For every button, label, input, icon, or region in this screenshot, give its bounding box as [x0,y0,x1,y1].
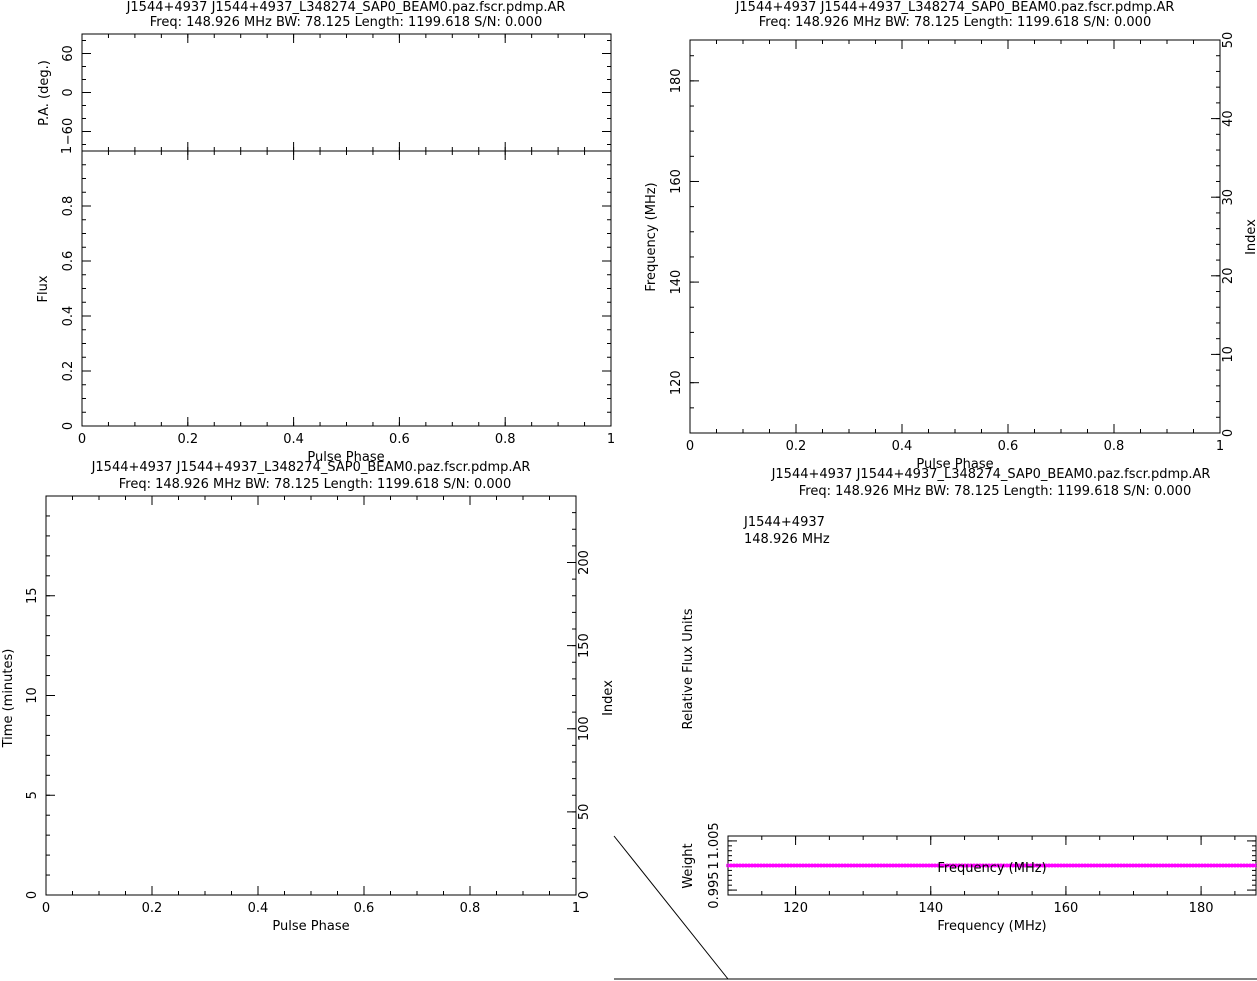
weight-series [726,863,1257,868]
y-tick-label: 100 [577,716,592,741]
y-tick-label: 0.6 [61,251,76,272]
x-tick-label: 0.2 [786,439,807,454]
x-tick-label: 0.8 [495,432,516,447]
x-tick-label: 0.4 [892,439,913,454]
time-axis-label: Time (minutes) [1,649,16,749]
freq-phase-subtitle: Freq: 148.926 MHz BW: 78.125 Length: 119… [759,15,1151,30]
y-tick-label: 1 [707,861,722,869]
x-tick-label: 120 [783,901,808,916]
relative-flux-axis-label: Relative Flux Units [681,608,696,729]
x-tick-label: 0.6 [998,439,1019,454]
pa-panel-frame [81,33,612,152]
flux-panel-frame [81,150,612,427]
time-phase-plot: J1544+4937 J1544+4937_L348274_SAP0_BEAM0… [1,460,616,934]
x-tick-label: 1 [1216,439,1224,454]
freq-phase-ticks: 0 0.2 0.4 0.6 0.8 1 120 140 160 180 0 10 20 30 40 50 [669,32,1236,454]
y-tick-label: 0 [577,891,592,899]
x-tick-label: 0.6 [354,901,375,916]
weight-x-axis-label: Frequency (MHz) [937,919,1046,934]
x-tick-label: 0.8 [460,901,481,916]
y-tick-label: 5 [25,791,40,799]
bandpass-title: J1544+4937 J1544+4937_L348274_SAP0_BEAM0… [771,467,1211,482]
y-tick-label: 50 [1221,32,1236,49]
x-tick-label: 160 [1054,901,1079,916]
x-tick-label: 0.4 [248,901,269,916]
y-tick-label: 50 [577,804,592,821]
bandpass-frequency-note: 148.926 MHz [744,532,830,547]
freq-phase-frame [689,39,1221,434]
profile-title: J1544+4937 J1544+4937_L348274_SAP0_BEAM0… [126,0,566,15]
y-tick-label: 0 [25,891,40,899]
bandpass-plot: J1544+4937 J1544+4937_L348274_SAP0_BEAM0… [613,467,1257,980]
y-tick-label: 40 [1221,110,1236,127]
freq-phase-title: J1544+4937 J1544+4937_L348274_SAP0_BEAM0… [735,0,1175,15]
y-tick-label: 180 [669,68,684,93]
freq-phase-index-label: Index [1244,219,1257,255]
time-phase-title: J1544+4937 J1544+4937_L348274_SAP0_BEAM0… [91,460,531,475]
time-phase-x-axis-label: Pulse Phase [272,919,349,934]
weight-axis-label: Weight [681,843,696,888]
y-tick-label: 20 [1221,268,1236,285]
flux-axis-label: Flux [36,275,51,302]
y-tick-label: 30 [1221,189,1236,206]
pa-axis-label: P.A. (deg.) [37,60,52,126]
time-phase-subtitle: Freq: 148.926 MHz BW: 78.125 Length: 119… [119,477,511,492]
x-tick-label: 0 [42,901,50,916]
y-tick-label: 15 [25,587,40,604]
y-tick-label: 0 [61,422,76,430]
x-tick-label: 1 [607,432,615,447]
y-tick-label: 200 [577,550,592,575]
y-tick-label: 140 [669,270,684,295]
y-tick-label: 0.8 [61,196,76,217]
x-tick-label: 1 [572,901,580,916]
y-tick-label: 0 [61,88,76,96]
freq-phase-plot: J1544+4937 J1544+4937_L348274_SAP0_BEAM0… [644,0,1257,472]
pa-panel-ticks: −60 0 60 [61,34,612,151]
time-phase-index-label: Index [601,680,616,716]
y-tick-label: 160 [669,169,684,194]
zoom-connector-line [613,835,729,980]
y-tick-label: 1.005 [707,822,722,859]
y-tick-label: 10 [1221,346,1236,363]
x-tick-label: 180 [1189,901,1214,916]
y-tick-label: 0.995 [707,871,722,908]
freq-phase-x-axis-label: Pulse Phase [916,457,993,472]
bandpass-subtitle: Freq: 148.926 MHz BW: 78.125 Length: 119… [799,484,1191,499]
x-tick-label: 0.8 [1104,439,1125,454]
bandpass-source-name: J1544+4937 [743,515,825,530]
y-tick-label: 0.4 [61,306,76,327]
x-tick-label: 0.2 [177,432,198,447]
x-tick-label: 0 [686,439,694,454]
y-tick-label: 150 [577,633,592,658]
y-tick-label: −60 [61,118,76,145]
y-tick-label: 0 [1221,429,1236,437]
y-tick-label: 10 [25,687,40,704]
weight-overlay-label: Frequency (MHz) [937,861,1046,876]
time-phase-frame [45,495,577,896]
y-tick-label: 60 [61,45,76,62]
y-tick-label: 0.2 [61,361,76,382]
weight-point [1254,863,1257,868]
pa-corner-label: 1 [60,146,75,154]
x-tick-label: 0.6 [389,432,410,447]
x-tick-label: 0.4 [283,432,304,447]
x-tick-label: 0.2 [142,901,163,916]
x-tick-label: 140 [918,901,943,916]
frequency-axis-label: Frequency (MHz) [644,182,659,291]
profile-x-axis-label: Pulse Phase [307,450,384,465]
weight-panel-ticks: 120 140 160 180 0.995 1 1.005 [707,822,1256,916]
profile-plot: J1544+4937 J1544+4937_L348274_SAP0_BEAM0… [36,0,615,465]
y-tick-label: 120 [669,370,684,395]
profile-subtitle: Freq: 148.926 MHz BW: 78.125 Length: 119… [150,15,542,30]
x-tick-label: 0 [78,432,86,447]
flux-panel-ticks: 0 0.2 0.4 0.6 0.8 1 0 0.2 0.4 0.6 0.8 [61,150,615,447]
